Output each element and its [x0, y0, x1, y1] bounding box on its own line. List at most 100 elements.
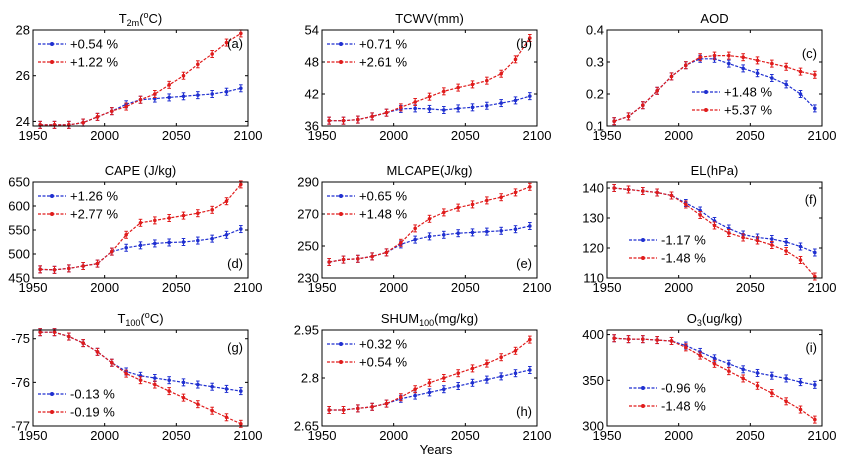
- legend-entry: +1.22 %: [70, 55, 119, 70]
- panel-d: CAPE (J/kg) 1950 2000 2050 2100 450 500 550 600 6…: [8, 163, 262, 295]
- data-point: [442, 108, 446, 112]
- data-point: [239, 389, 243, 393]
- legend-marker: [641, 238, 645, 242]
- axes-frame: [321, 29, 538, 127]
- data-point: [95, 261, 100, 266]
- y-tick-label: 2.65: [294, 419, 319, 434]
- data-point: [755, 58, 760, 63]
- data-point: [513, 227, 518, 231]
- data-point: [427, 94, 432, 99]
- x-tick-label: 2050: [451, 428, 480, 443]
- data-point: [413, 100, 417, 104]
- data-point: [641, 189, 645, 193]
- data-point: [612, 186, 616, 190]
- data-point: [81, 120, 85, 125]
- axes-frame: [321, 181, 538, 279]
- y-tick-label: 500: [8, 247, 30, 262]
- data-point: [528, 185, 532, 189]
- data-point: [485, 78, 489, 83]
- data-point: [196, 402, 200, 406]
- legend-entry: -1.48 %: [661, 251, 706, 266]
- data-point: [341, 257, 346, 262]
- legend-marker: [641, 404, 645, 408]
- legend-entry: +1.48 %: [724, 85, 773, 100]
- data-point: [499, 374, 503, 379]
- data-point: [698, 353, 702, 358]
- data-point: [741, 367, 745, 372]
- x-tick-label: 1950: [593, 428, 622, 443]
- y-tick-label: 54: [305, 23, 319, 38]
- data-point: [798, 380, 803, 384]
- legend-entry: -0.19 %: [70, 405, 115, 420]
- data-point: [52, 268, 57, 272]
- data-point: [224, 233, 229, 237]
- legend-entry: +0.54 %: [359, 355, 408, 370]
- data-point: [528, 36, 532, 40]
- data-point: [239, 182, 243, 187]
- x-tick-label: 2050: [736, 128, 765, 143]
- data-point: [413, 237, 417, 242]
- title-rest: (ug/kg): [702, 311, 742, 326]
- data-point: [95, 350, 100, 354]
- y-tick-label: 2.95: [294, 323, 319, 338]
- data-point: [528, 368, 532, 372]
- data-point: [770, 237, 774, 241]
- data-point: [513, 371, 518, 376]
- data-point: [327, 260, 331, 264]
- legend-marker: [50, 60, 54, 64]
- data-point: [456, 205, 460, 210]
- legend-marker: [50, 212, 54, 216]
- legend-marker: [641, 386, 645, 390]
- title-main: T: [117, 311, 125, 326]
- y-tick-label: 0.3: [586, 55, 604, 70]
- data-point: [124, 104, 128, 109]
- y-tick-label: 0.2: [586, 87, 604, 102]
- x-tick-label: 2050: [162, 428, 191, 443]
- data-point: [399, 241, 403, 245]
- y-tick-label: 140: [582, 181, 604, 196]
- legend-marker: [704, 90, 708, 94]
- x-tick-label: 2000: [90, 428, 119, 443]
- legend-marker: [641, 256, 645, 260]
- data-point: [485, 377, 489, 382]
- data-point: [813, 250, 817, 255]
- data-point: [341, 408, 346, 412]
- data-point: [655, 338, 659, 342]
- data-point: [770, 243, 774, 247]
- data-point: [470, 82, 475, 87]
- x-tick-label: 2050: [162, 128, 191, 143]
- data-point: [196, 238, 200, 243]
- data-point: [528, 94, 532, 98]
- x-tick-label: 2000: [379, 128, 408, 143]
- axes-frame: [32, 329, 249, 427]
- y-tick-label: 24: [16, 114, 30, 129]
- data-point: [655, 190, 659, 195]
- y-tick-label: 28: [16, 23, 30, 38]
- x-tick-label: 2000: [379, 428, 408, 443]
- data-point: [427, 217, 432, 221]
- data-point: [698, 213, 702, 217]
- y-tick-label: 42: [305, 87, 319, 102]
- axes-frame: [606, 29, 823, 127]
- data-point: [413, 226, 417, 231]
- legend-entry: +0.32 %: [359, 337, 408, 352]
- data-point: [239, 31, 243, 36]
- axes-frame: [606, 329, 823, 427]
- data-point: [813, 383, 817, 387]
- data-point: [798, 407, 803, 412]
- title-subscript: 2m: [127, 18, 140, 28]
- data-point: [370, 405, 374, 409]
- x-tick-label: 2100: [234, 280, 263, 295]
- x-axis-label: Years: [420, 442, 453, 457]
- data-point: [499, 355, 503, 360]
- data-point: [427, 390, 432, 395]
- data-point: [442, 376, 446, 380]
- data-point: [499, 71, 503, 76]
- title-main: T: [119, 11, 127, 26]
- legend-marker: [339, 212, 343, 216]
- data-point: [456, 106, 460, 111]
- panel-letter: (f): [805, 192, 817, 207]
- panel-title: O3(ug/kg): [687, 311, 743, 328]
- x-tick-label: 2000: [664, 428, 693, 443]
- title-subscript: 100: [125, 318, 140, 328]
